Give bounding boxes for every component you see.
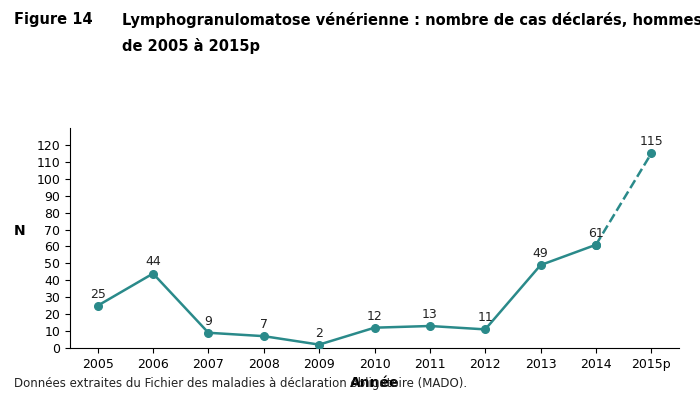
Text: 9: 9	[204, 315, 212, 328]
Text: Lymphogranulomatose vénérienne : nombre de cas déclarés, hommes, Québec,: Lymphogranulomatose vénérienne : nombre …	[122, 12, 700, 28]
Text: 11: 11	[477, 311, 493, 324]
Text: Données extraites du Fichier des maladies à déclaration obligatoire (MADO).: Données extraites du Fichier des maladie…	[14, 377, 467, 390]
Text: 49: 49	[533, 247, 549, 260]
Text: 61: 61	[588, 227, 604, 240]
Text: 44: 44	[145, 256, 161, 268]
Text: 12: 12	[367, 310, 382, 323]
Text: 25: 25	[90, 288, 106, 301]
Y-axis label: N: N	[14, 224, 25, 238]
Text: de 2005 à 2015p: de 2005 à 2015p	[122, 38, 260, 54]
X-axis label: Année: Année	[350, 376, 399, 390]
Text: Figure 14: Figure 14	[14, 12, 92, 27]
Text: 7: 7	[260, 318, 268, 331]
Text: 2: 2	[315, 326, 323, 340]
Text: 115: 115	[639, 135, 663, 148]
Text: 13: 13	[422, 308, 438, 321]
